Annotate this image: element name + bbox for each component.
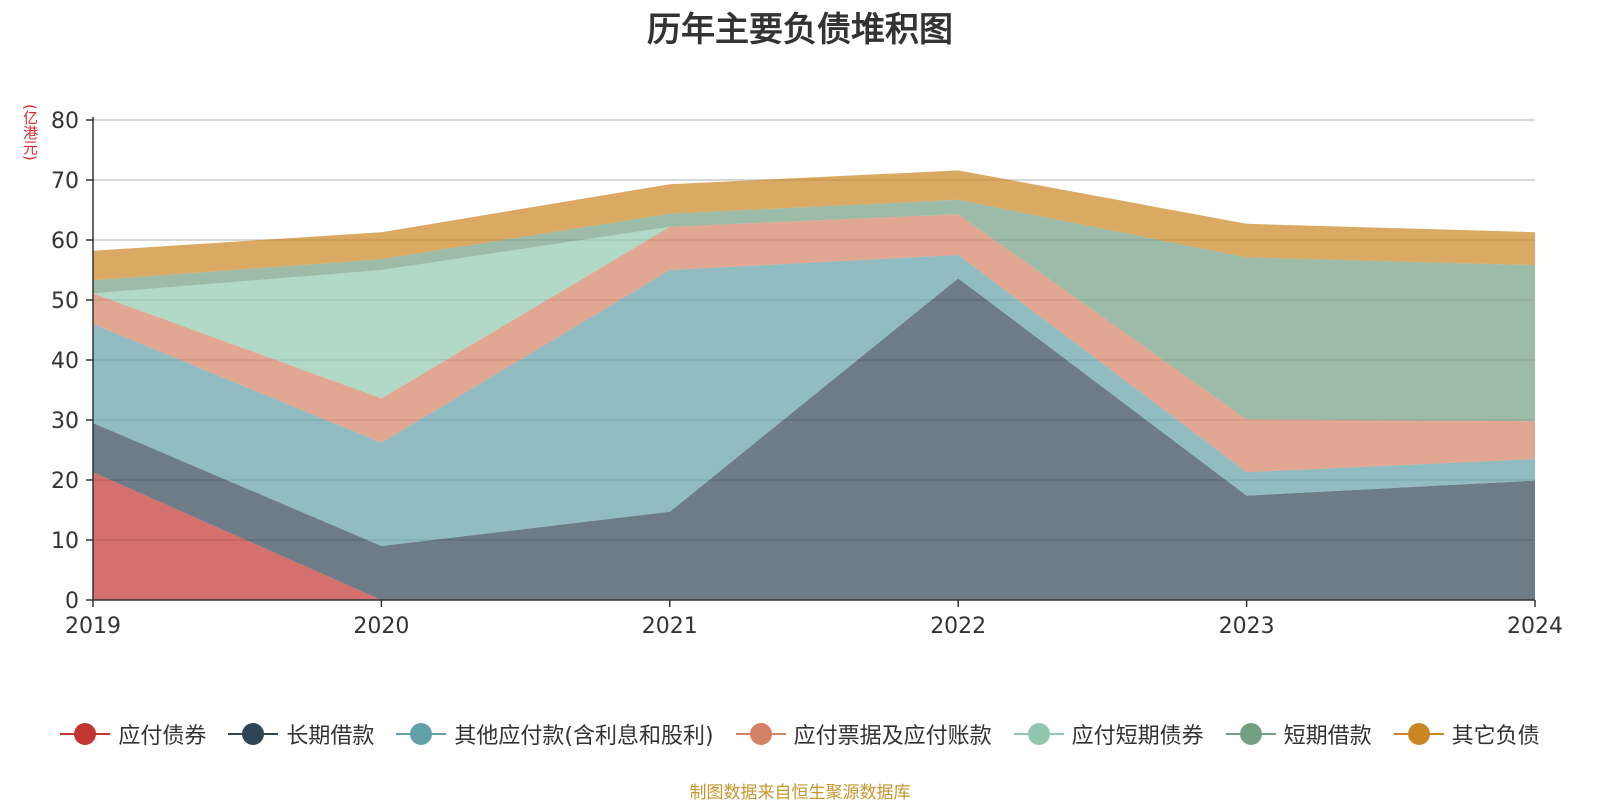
y-tick-label: 60 [51,229,79,254]
area-series-5 [93,214,1535,422]
area-series-4 [93,214,1535,473]
y-tick-label: 10 [51,529,79,554]
legend-item-1[interactable]: 应付债券 [60,718,206,750]
y-tick-label: 50 [51,289,79,314]
x-tick-label: 2024 [1507,614,1563,639]
chart-title: 历年主要负债堆积图 [647,10,953,50]
legend-marker-icon [228,722,279,746]
x-tick-label: 2023 [1219,614,1275,639]
legend-item-5[interactable]: 应付短期债券 [1013,718,1204,750]
area-series [93,170,1535,600]
area-series-7 [93,170,1535,281]
legend-marker-icon [396,722,447,746]
legend-marker-icon [1393,722,1444,746]
legend-item-6[interactable]: 短期借款 [1225,718,1372,750]
legend-label: 其他应付款(含利息和股利) [454,724,714,749]
y-tick-label: 40 [51,349,79,374]
legend-label: 长期借款 [286,724,375,749]
x-tick-label: 2021 [642,614,698,639]
legend: 应付债券 长期借款 其他应付款(含利息和股利) 应付票据及应付账款 应付短期债券 短期借款… [0,718,1600,750]
y-tick-label: 0 [65,589,79,614]
legend-label: 应付票据及应付账款 [793,724,992,749]
y-tick-label: 70 [51,169,79,194]
legend-label: 短期借款 [1283,724,1372,749]
y-tick-label: 20 [51,469,79,494]
y-tick-label: 30 [51,409,79,434]
legend-item-2[interactable]: 长期借款 [228,718,374,750]
legend-marker-icon [1013,722,1064,746]
axes: 0 10 20 30 40 50 60 70 80 2019 2020 2021 2022 2023 202… [51,109,1563,639]
x-tick-label: 2019 [65,614,121,639]
legend-item-3[interactable]: 其他应付款(含利息和股利) [396,718,714,750]
area-series-1 [93,472,1535,600]
area-series-3 [93,255,1535,546]
y-tick-label: 80 [51,109,79,134]
legend-marker-icon [1225,722,1276,746]
legend-label: 应付债券 [118,724,207,749]
legend-item-7[interactable]: 其它负债 [1393,718,1540,750]
legend-label: 应付短期债券 [1071,724,1204,749]
y-axis-unit: (亿港元) [21,104,39,161]
x-tick-label: 2020 [353,614,409,639]
area-series-6 [93,199,1535,422]
area-series-2 [93,278,1535,600]
legend-marker-icon [60,722,111,746]
x-tick-label: 2022 [930,614,986,639]
legend-label: 其它负债 [1451,724,1540,749]
source-note: 制图数据来自恒生聚源数据库 [689,783,911,803]
legend-marker-icon [735,722,786,746]
legend-item-4[interactable]: 应付票据及应付账款 [735,718,992,750]
